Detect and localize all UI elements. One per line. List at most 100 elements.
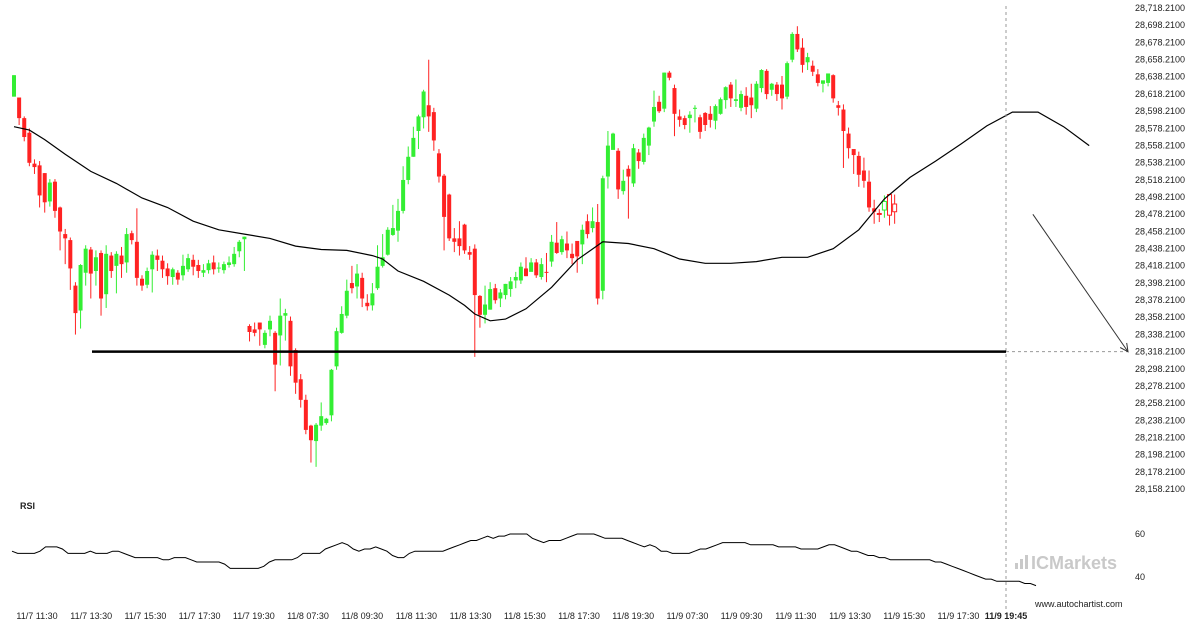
candle-body [119,255,124,265]
candle-body [682,118,687,125]
candle-body [88,249,93,274]
candle-body [785,63,790,97]
candle-body [134,241,139,278]
candle-body [472,248,477,296]
candle [211,255,216,275]
candle [129,230,134,245]
candle-body [155,255,160,260]
candle [104,245,109,308]
price-tick-label: 28,598.2100 [1135,106,1185,116]
candle-body [262,332,267,345]
candle [652,90,656,127]
candle [723,86,728,109]
candle [257,322,262,346]
candle-body [718,99,723,114]
candle [856,151,861,187]
candle-body [652,106,656,122]
candle [421,89,426,129]
candle [769,82,774,96]
candle-body [237,241,242,252]
projection-arrowhead-icon [1119,342,1129,353]
candle-body [83,248,88,273]
candle-body [810,65,815,72]
candle-body [211,262,216,270]
candle [17,97,22,125]
candle-body [314,424,319,442]
candle-body [524,268,528,277]
candle-body [52,181,57,211]
candle-body [47,182,52,202]
candle-body [549,241,554,262]
candle [221,261,226,274]
candle [662,72,667,113]
candle-body [37,165,42,196]
time-tick-label: 11/9 07:30 [666,611,708,621]
candle-body [339,313,344,333]
candle-body [191,259,196,267]
candle [134,208,139,286]
candle-body [365,302,370,307]
time-tick-label: 11/7 19:30 [233,611,275,621]
candle-body [104,253,109,295]
time-tick-label: 11/8 09:30 [341,611,383,621]
price-tick-label: 28,558.2100 [1135,140,1185,150]
candle [186,253,191,272]
candle-body [68,240,73,269]
candle [58,206,63,251]
rsi-tick-label: 60 [1135,529,1145,539]
candle-body [426,105,431,117]
candle [247,324,252,342]
candle-body [99,252,104,299]
candle [124,228,129,273]
candle [170,267,175,285]
time-tick-label: 11/8 11:30 [396,611,437,621]
candle-body [851,149,856,156]
candle-body [600,178,605,291]
candle-body [58,207,63,232]
candle [334,327,339,370]
candle-body [140,278,144,286]
candle-body [739,94,744,108]
candle-body [841,109,846,132]
candle [165,263,170,285]
candle [539,258,544,280]
candle [867,170,872,212]
candle-body [180,265,185,276]
candle [431,107,436,151]
candle [759,69,764,93]
candle-body [370,293,375,306]
time-tick-label: 11/7 11:30 [16,611,57,621]
candle [298,374,303,408]
time-tick-label: 11/8 13:30 [450,611,492,621]
candle [32,159,37,174]
candle-body [723,87,728,101]
candle-body [462,224,467,251]
candle [68,237,73,290]
candle-body [201,270,206,273]
candle-body [667,72,672,78]
time-tick-label: 11/9 13:30 [829,611,871,621]
candle [216,262,221,273]
time-tick-label: 11/7 17:30 [179,611,221,621]
candle [442,173,447,251]
candle [452,228,457,253]
candle [795,26,800,52]
candle-body [401,179,406,211]
price-tick-label: 28,658.2100 [1135,55,1185,65]
candle [800,38,805,73]
candle-body [774,84,779,95]
candle [861,157,866,188]
candle-body [826,73,831,83]
candle-body [150,254,155,270]
candle [851,149,856,174]
candle-body [268,320,272,330]
rsi-panel: RSI 60 40 [11,501,1145,587]
candle [508,277,513,297]
candle [385,227,390,256]
candle [836,100,841,116]
candle-body [529,262,534,272]
candle [744,87,749,115]
candle [831,74,836,103]
candle [114,251,119,294]
candle-body [698,117,703,132]
